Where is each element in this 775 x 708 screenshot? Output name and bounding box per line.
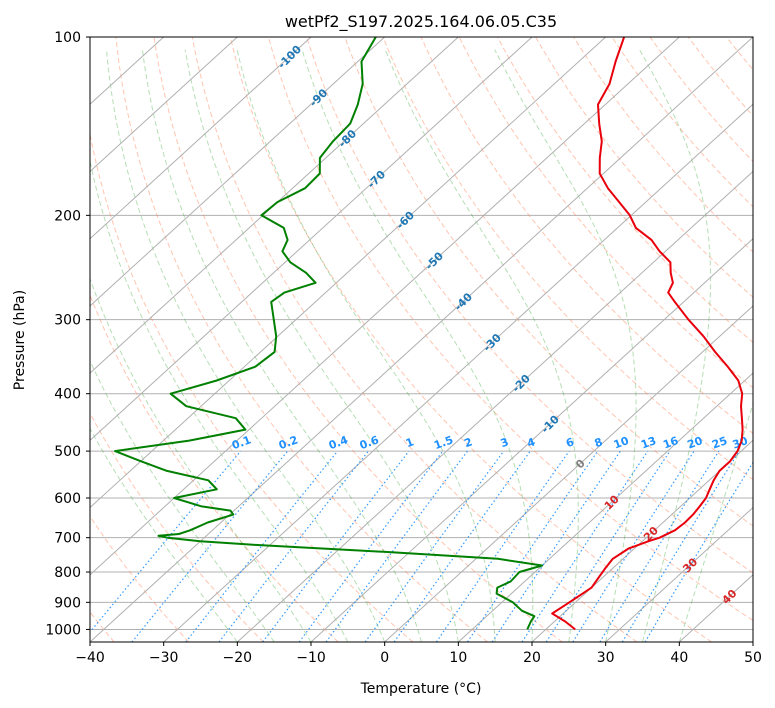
mixing-ratio-line (572, 450, 695, 642)
mixing-ratio-label: 4 (525, 435, 537, 450)
plot-frame (89, 36, 754, 643)
mixing-ratio-line (90, 450, 242, 633)
mixing-ratio-line (521, 450, 649, 642)
isotherm-line (236, 170, 753, 642)
x-axis-title: Temperature (°C) (360, 681, 482, 697)
y-tick-label: 400 (54, 387, 81, 403)
y-tick-label: 600 (54, 491, 81, 507)
isotherm-line (90, 37, 386, 307)
mixing-ratio-label: 10 (612, 434, 631, 452)
mixing-ratio-label: 1 (404, 435, 416, 450)
isotherm-line (90, 37, 533, 442)
moist-adiabat (301, 49, 534, 642)
isotherm-line (310, 237, 753, 642)
mixing-ratio-line (545, 450, 671, 642)
isotherm-line (90, 37, 238, 173)
moist-adiabat (184, 49, 459, 642)
mixing-ratio-line (185, 450, 339, 642)
dewpoint-profile (114, 37, 544, 630)
dry-adiabat (420, 37, 753, 435)
mixing-ratio-line (131, 450, 289, 642)
y-tick-label: 500 (54, 444, 81, 460)
chart-title: wetPf2_S197.2025.164.06.05.C35 (285, 12, 557, 32)
mixing-ratio-label: 0.6 (358, 433, 381, 452)
mixing-ratio-line (621, 450, 740, 642)
dry-adiabat (115, 37, 488, 642)
isotherm-line (163, 103, 753, 642)
moist-adiabat (494, 49, 637, 642)
x-tick-label: −30 (149, 650, 179, 666)
y-tick-label: 100 (54, 30, 81, 46)
moist-adiabat (236, 49, 496, 642)
mixing-ratio-label: 6 (564, 435, 576, 450)
moist-adiabat (90, 158, 349, 642)
mixing-ratio-line (262, 450, 410, 642)
isotherm-line (384, 305, 753, 642)
x-tick-label: 0 (380, 650, 389, 666)
y-tick-label: 800 (54, 565, 81, 581)
x-tick-label: −40 (75, 650, 105, 666)
isotherm-line (90, 37, 607, 509)
dry-adiabat (535, 37, 753, 298)
dry-adiabat (496, 37, 753, 344)
mixing-ratio-line (491, 450, 621, 642)
dry-adiabat (191, 37, 638, 642)
y-tick-label: 200 (54, 208, 81, 224)
y-tick-label: 900 (54, 595, 81, 611)
mixing-ratio-label: 3 (499, 435, 511, 450)
mixing-ratio-line (466, 450, 599, 642)
mixing-ratio-line (298, 450, 444, 642)
mixing-ratio-label: 20 (686, 434, 705, 452)
moist-adiabat (90, 359, 275, 642)
mixing-ratio-line (364, 450, 505, 642)
isotherm-line (605, 506, 753, 642)
plot-area: 0.1 0.2 0.4 0.6 1 1.5 2 3 4 6 8 10 13 16 20 25 30-100-90… (90, 37, 753, 642)
moist-adiabat (639, 49, 711, 642)
isotherm-line (531, 439, 753, 642)
dry-adiabat (90, 412, 264, 642)
x-tick-label: 10 (449, 650, 467, 666)
mixing-ratio-label: 0.1 (230, 433, 253, 452)
mixing-ratio-label: 13 (639, 434, 658, 451)
mixing-ratio-label: 25 (710, 434, 729, 451)
isotherm-line (457, 372, 753, 642)
mixing-ratio-label: 16 (661, 434, 680, 452)
y-tick-label: 1000 (45, 622, 81, 638)
x-tick-label: −10 (296, 650, 326, 666)
mixing-ratio-label: 8 (593, 435, 605, 450)
y-tick-label: 700 (54, 531, 81, 547)
moist-adiabat (106, 49, 386, 642)
x-tick-label: 30 (597, 650, 615, 666)
isotherm-line (90, 37, 459, 374)
mixing-ratio-label: 2 (463, 435, 475, 450)
moist-adiabat (141, 49, 422, 642)
mixing-ratio-line (393, 450, 531, 642)
mixing-ratio-label: 1.5 (432, 433, 455, 452)
isotherm-line (90, 37, 312, 240)
y-tick-label: 300 (54, 313, 81, 329)
mixing-ratio-label: 0.4 (327, 433, 350, 452)
x-tick-label: −20 (223, 650, 253, 666)
mixing-ratio-line (325, 450, 468, 642)
mixing-ratio-label: 0.2 (277, 433, 300, 452)
dry-adiabat (268, 37, 753, 622)
dry-adiabat (382, 37, 753, 481)
x-tick-label: 40 (670, 650, 688, 666)
temperature-profile (551, 37, 744, 631)
moist-adiabat (678, 401, 753, 642)
dry-adiabat (306, 37, 753, 574)
x-tick-label: 50 (744, 650, 762, 666)
y-axis-title: Pressure (hPa) (12, 290, 28, 390)
isotherm-line (90, 37, 680, 576)
moist-adiabat (90, 427, 238, 642)
mixing-ratio-line (435, 450, 570, 642)
x-tick-label: 20 (523, 650, 541, 666)
